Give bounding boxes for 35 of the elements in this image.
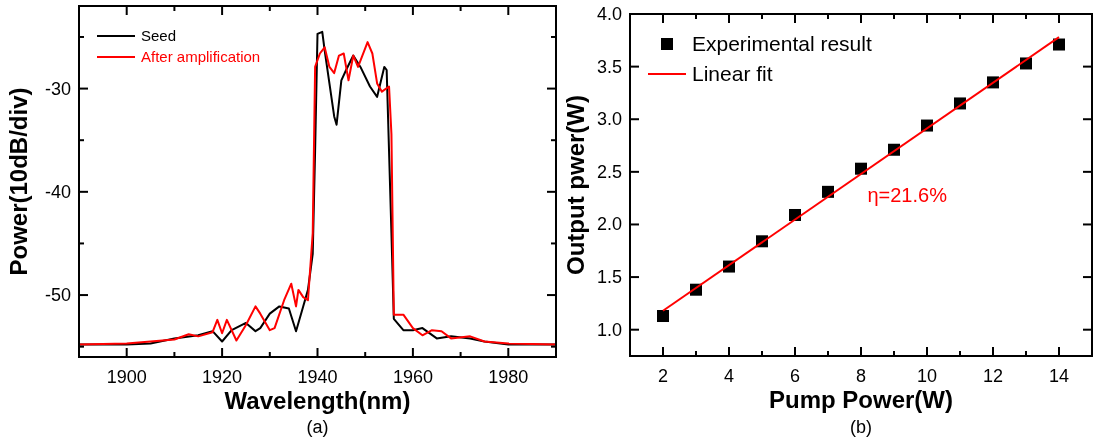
x-axis-title: Pump Power(W): [769, 386, 953, 413]
x-tick-label: 1940: [297, 367, 338, 387]
x-tick-label: 4: [723, 366, 735, 386]
text: (a): [306, 417, 329, 437]
annotation: η=21.6%: [867, 184, 948, 207]
x-tick-label: 14: [1048, 366, 1070, 386]
x-tick-label: 1920: [202, 367, 243, 387]
y-tick-label: -40: [44, 181, 71, 202]
x-tick-label: 10: [916, 366, 938, 386]
x-axis-title: Wavelength(nm): [224, 387, 411, 414]
x-tick-label: 1980: [488, 367, 529, 387]
legend-label: Linear fit: [692, 62, 773, 86]
y-tick-label: -30: [44, 78, 71, 99]
text: (b): [850, 417, 872, 437]
legend-label: Seed: [141, 27, 177, 45]
y-tick-label: 2.0: [596, 214, 622, 235]
x-tick-label: 8: [855, 366, 867, 386]
x-tick-label: 1900: [106, 367, 147, 387]
y-tick-label: -50: [44, 285, 71, 306]
x-tick-label: 2: [657, 366, 669, 386]
y-axis-title: Power(10dB/div): [5, 87, 32, 276]
x-tick-label: 1960: [392, 367, 433, 387]
y-tick-label: 4.0: [596, 4, 622, 24]
point: [1053, 38, 1065, 51]
x-tick-label: 12: [982, 366, 1004, 386]
x-tick-label: 6: [789, 366, 801, 386]
y-tick-label: 1.0: [596, 319, 622, 340]
y-tick-label: 2.5: [596, 161, 622, 182]
y-tick-label: 3.0: [596, 109, 622, 130]
y-axis-title: Output pwer(W): [562, 95, 589, 275]
point: [657, 310, 669, 323]
y-tick-label: 1.5: [596, 267, 622, 288]
legend-label: Experimental result: [692, 32, 872, 56]
legend-label: After amplification: [141, 48, 261, 66]
y-tick-label: 3.5: [596, 56, 622, 77]
